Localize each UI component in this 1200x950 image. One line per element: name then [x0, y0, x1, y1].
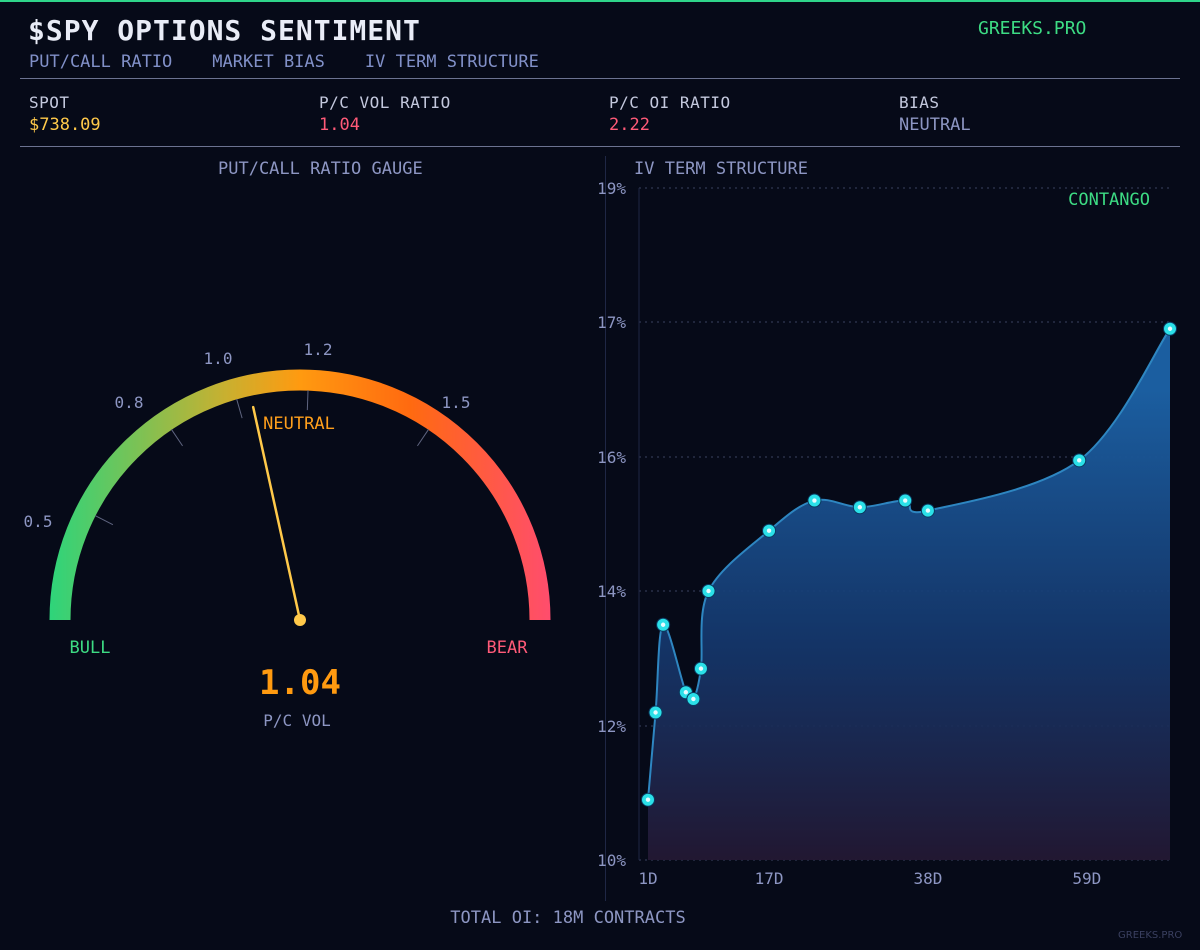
iv-y-tick-label: 17%: [597, 313, 626, 332]
nav-tabs: PUT/CALL RATIO MARKET BIAS IV TERM STRUC…: [29, 52, 539, 72]
iv-data-point-center: [925, 508, 931, 513]
gauge-tick-label: 1.5: [442, 393, 471, 412]
iv-data-point-center: [660, 622, 666, 627]
stat-label: P/C OI RATIO: [609, 93, 731, 112]
gauge-tick-mark: [306, 390, 309, 411]
iv-data-point-center: [903, 498, 908, 503]
contango-label: CONTANGO: [1068, 190, 1150, 210]
watermark: GREEKS.PRO: [1118, 930, 1183, 941]
brand-logo[interactable]: GREEKS.PRO: [978, 18, 1087, 39]
iv-x-tick-label: 17D: [755, 869, 784, 888]
stat-bias: BIAS NEUTRAL: [899, 93, 971, 135]
iv-data-point-center: [1167, 326, 1173, 331]
gauge-tick-mark: [94, 515, 114, 526]
stat-value: 2.22: [609, 115, 650, 135]
gauge-tick-mark: [170, 429, 183, 447]
iv-area-fill: [648, 328, 1170, 860]
gauge-title: PUT/CALL RATIO GAUGE: [218, 159, 423, 179]
iv-data-points: [641, 321, 1177, 807]
iv-y-tick-labels: 10% 12% 14% 16% 17% 19%: [597, 179, 626, 870]
gauge-tick-label: 0.8: [115, 393, 144, 412]
total-oi-footer: TOTAL OI: 18M CONTRACTS: [450, 908, 686, 928]
stat-label: P/C VOL RATIO: [319, 93, 451, 112]
pc-ratio-gauge: 0.5 0.8 1.0 1.2 1.5 NEUTRAL BULL BEAR 1.…: [24, 340, 551, 730]
iv-x-tick-label: 1D: [638, 869, 657, 888]
bear-label: BEAR: [487, 638, 529, 658]
iv-data-point-center: [691, 696, 696, 702]
gauge-needle-hub: [294, 614, 306, 626]
iv-data-point-center: [645, 797, 651, 802]
stat-pc-oi-ratio: P/C OI RATIO 2.22: [609, 93, 731, 135]
iv-data-point-center: [857, 505, 863, 510]
tab-put-call-ratio[interactable]: PUT/CALL RATIO: [29, 52, 173, 72]
gauge-tick-label: 0.5: [24, 512, 53, 531]
iv-term-structure-chart: 10% 12% 14% 16% 17% 19% 1D 17D 38D 59D CONTANGO: [597, 179, 1177, 888]
gauge-value-caption: P/C VOL: [263, 711, 330, 730]
iv-y-tick-label: 16%: [597, 448, 626, 467]
gauge-arc: [49, 369, 551, 621]
page-title: $SPY OPTIONS SENTIMENT: [28, 14, 421, 47]
gauge-tick-mark: [417, 429, 430, 447]
iv-y-tick-label: 10%: [597, 851, 626, 870]
stat-value: NEUTRAL: [899, 115, 971, 135]
stat-label: BIAS: [899, 93, 940, 112]
top-accent-line: [0, 0, 1200, 2]
gauge-tick-label: 1.0: [204, 349, 233, 368]
stat-value: 1.04: [319, 115, 360, 135]
stat-label: SPOT: [29, 93, 70, 112]
gauge-needle: [251, 405, 302, 622]
gauge-zone-label: NEUTRAL: [263, 414, 335, 434]
iv-chart-title: IV TERM STRUCTURE: [634, 159, 808, 179]
iv-y-tick-label: 12%: [597, 717, 626, 736]
iv-x-tick-label: 38D: [913, 869, 942, 888]
gauge-tick-label: 1.2: [304, 340, 333, 359]
gauge-ticks: [94, 390, 430, 526]
tab-market-bias[interactable]: MARKET BIAS: [212, 52, 325, 72]
stat-pc-vol-ratio: P/C VOL RATIO 1.04: [319, 93, 451, 135]
bull-label: BULL: [70, 638, 111, 658]
iv-y-tick-label: 19%: [597, 179, 626, 198]
iv-data-point-center: [812, 498, 817, 503]
tab-iv-term-structure[interactable]: IV TERM STRUCTURE: [364, 52, 539, 72]
header-divider: [20, 78, 1180, 79]
iv-x-tick-label: 59D: [1072, 869, 1101, 888]
iv-data-point-center: [698, 666, 704, 671]
iv-data-point-center: [653, 710, 658, 715]
iv-data-point-center: [766, 528, 772, 533]
iv-y-tick-label: 14%: [597, 582, 626, 601]
iv-x-tick-labels: 1D 17D 38D 59D: [638, 869, 1101, 888]
gauge-tick-mark: [236, 398, 243, 419]
stats-divider: [20, 146, 1180, 147]
stat-spot: SPOT $738.09: [29, 93, 101, 135]
iv-data-point-center: [1077, 458, 1082, 463]
gauge-value: 1.04: [259, 663, 341, 703]
iv-data-point-center: [683, 690, 689, 695]
stat-value: $738.09: [29, 115, 101, 135]
iv-data-point-center: [706, 588, 711, 594]
panel-divider: [605, 156, 606, 901]
